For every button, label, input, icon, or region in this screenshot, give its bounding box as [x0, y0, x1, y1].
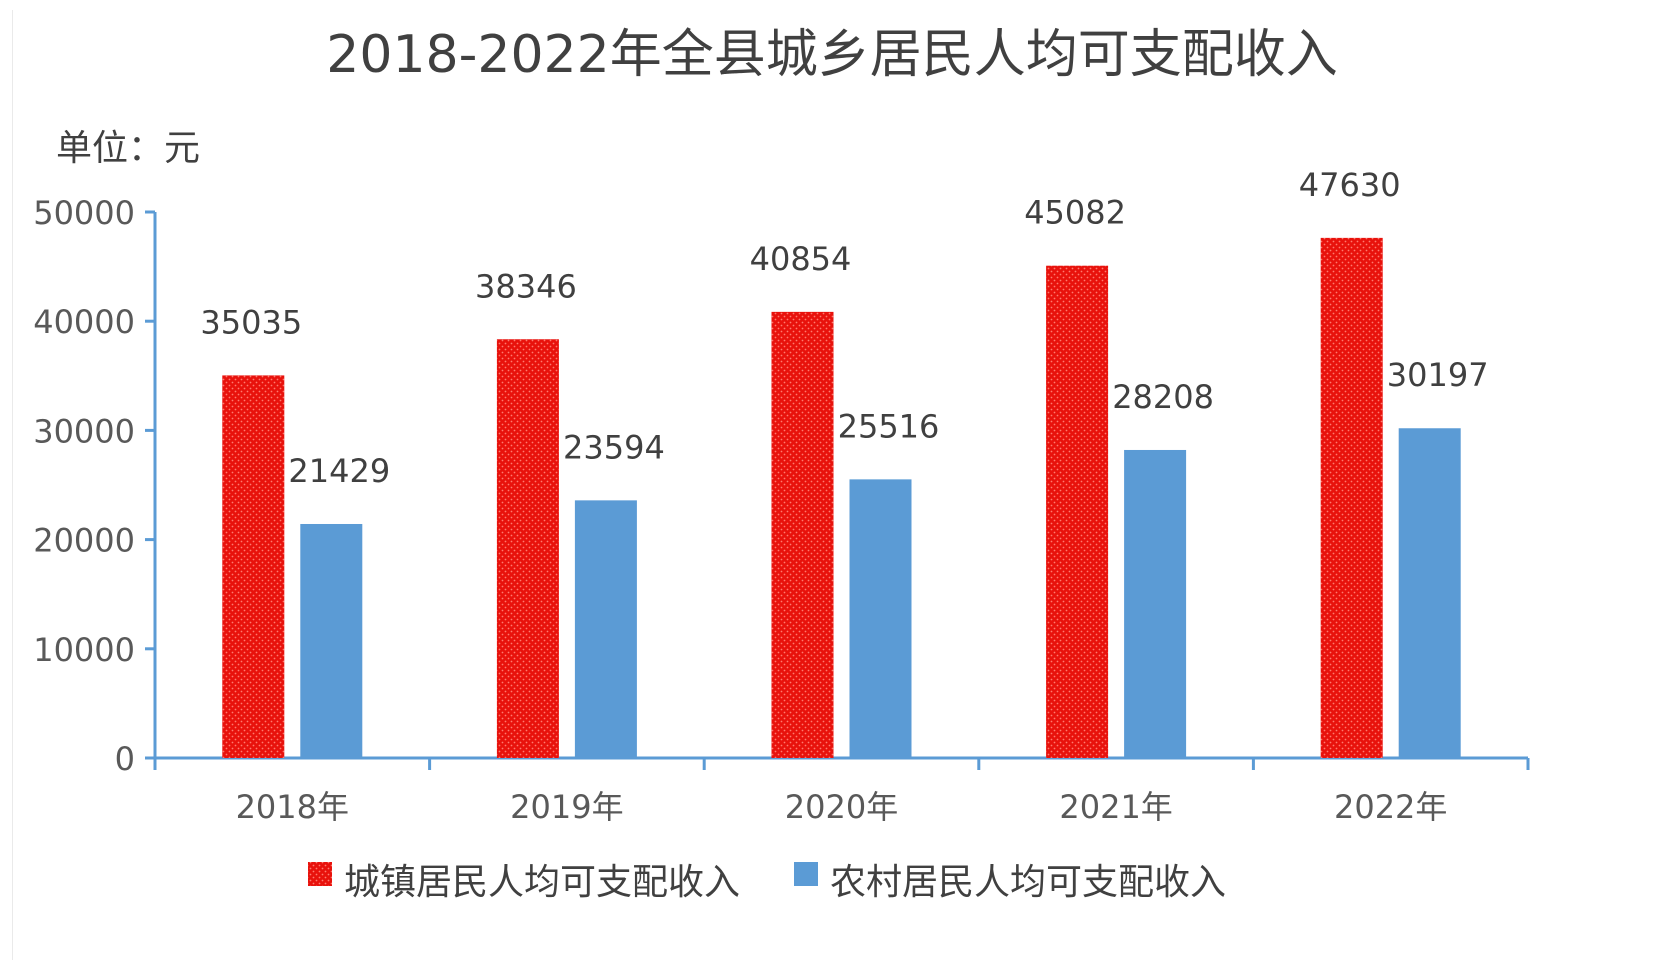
urban-bar [222, 375, 285, 758]
frame-edge [12, 10, 13, 960]
y-tick-label: 0 [115, 740, 135, 778]
y-tick-label: 20000 [33, 522, 135, 560]
plot-area: 0 10000 20000 30000 40000 50000 2018年 35035 2142… [33, 166, 1530, 826]
y-tick-label: 40000 [33, 303, 135, 341]
legend-label-rural: 农村居民人均可支配收入 [830, 862, 1226, 903]
data-label: 35035 [200, 303, 302, 341]
data-label: 23594 [563, 428, 665, 466]
data-label: 40854 [750, 240, 852, 278]
data-label: 47630 [1299, 166, 1401, 204]
y-tick-label: 10000 [33, 631, 135, 669]
urban-bar [1046, 265, 1109, 758]
data-label: 45082 [1024, 194, 1126, 232]
x-tick-label: 2022年 [1334, 788, 1447, 826]
rural-bar [1398, 428, 1461, 758]
x-tick-label: 2020年 [785, 788, 898, 826]
x-tick-label: 2018年 [236, 788, 349, 826]
urban-bar [496, 339, 559, 758]
chart-title: 2018-2022年全县城乡居民人均可支配收入 [326, 25, 1337, 85]
data-label: 21429 [288, 452, 390, 490]
y-tick-label: 50000 [33, 194, 135, 232]
rural-bar [574, 500, 637, 758]
data-label: 25516 [838, 407, 940, 445]
data-label: 38346 [475, 267, 577, 305]
legend: 城镇居民人均可支配收入 农村居民人均可支配收入 [308, 862, 1226, 903]
y-tick-label: 30000 [33, 412, 135, 450]
legend-swatch-rural [794, 862, 818, 886]
unit-label: 单位：元 [56, 128, 200, 169]
rural-bar [849, 479, 912, 758]
x-tick-label: 2021年 [1059, 788, 1172, 826]
legend-label-urban: 城镇居民人均可支配收入 [344, 862, 740, 903]
legend-swatch-urban [308, 862, 332, 886]
urban-bar [771, 311, 834, 758]
rural-bar [1124, 449, 1187, 758]
data-label: 30197 [1387, 356, 1489, 394]
rural-bar [300, 523, 363, 758]
data-label: 28208 [1112, 378, 1214, 416]
x-tick-label: 2019年 [510, 788, 623, 826]
urban-bar [1320, 237, 1383, 759]
